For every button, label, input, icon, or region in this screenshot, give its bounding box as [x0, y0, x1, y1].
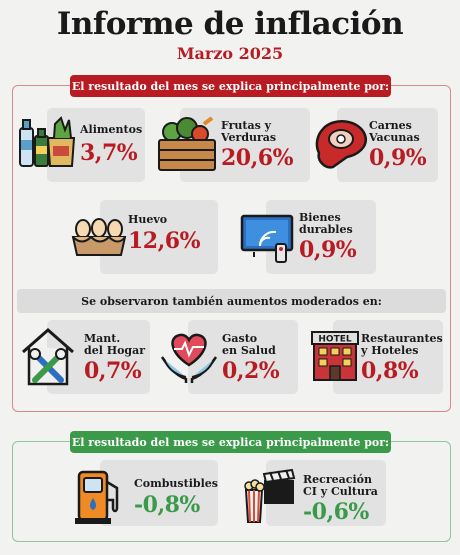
frutas-value: 20,6% — [221, 145, 294, 171]
main-drivers-heading: El resultado del mes se explica principa… — [70, 75, 391, 97]
hotel-sign: HOTEL — [318, 335, 351, 345]
egg-carton-icon — [71, 218, 127, 256]
steak-icon — [315, 120, 368, 169]
salud-card — [188, 320, 298, 394]
page-subtitle: Marzo 2025 — [176, 44, 284, 63]
page-title: Informe de inflación — [56, 6, 404, 42]
salud-value: 0,2% — [222, 358, 280, 384]
groceries-icon — [19, 116, 76, 167]
combustibles-label: Combustibles — [134, 477, 218, 490]
health-heart-icon — [160, 333, 218, 383]
bienes-label: Bienes durables — [299, 211, 353, 236]
restaurantes-label: Restaurantes y Hoteles — [361, 332, 443, 357]
huevo-label: Huevo — [128, 213, 168, 226]
carnes-label: Carnes Vacunas — [369, 119, 420, 144]
vegetable-crate-icon — [158, 116, 216, 171]
hogar-label: Mant. del Hogar — [84, 332, 146, 357]
moderate-heading: Se observaron también aumentos moderados… — [17, 289, 446, 313]
frutas-label: Frutas y Verduras — [221, 119, 277, 144]
hogar-value: 0,7% — [84, 358, 142, 384]
cinema-icon — [244, 468, 296, 523]
tv-icon — [240, 214, 294, 263]
recreacion-label: Recreación CI y Cultura — [303, 473, 378, 498]
carnes-value: 0,9% — [369, 145, 427, 171]
combustibles-card — [100, 460, 218, 526]
huevo-value: 12,6% — [128, 228, 201, 254]
restaurantes-value: 0,8% — [361, 358, 419, 384]
combustibles-value: -0,8% — [134, 492, 200, 518]
hotel-icon: HOTEL — [311, 331, 359, 381]
alimentos-label: Alimentos — [80, 123, 143, 136]
house-tools-icon — [22, 328, 74, 386]
fuel-pump-icon — [75, 470, 119, 524]
alimentos-value: 3,7% — [80, 140, 138, 166]
salud-label: Gasto en Salud — [222, 332, 276, 357]
bienes-value: 0,9% — [299, 237, 357, 263]
recreacion-value: -0,6% — [303, 499, 369, 525]
negative-drivers-heading: El resultado del mes se explica principa… — [70, 431, 391, 453]
